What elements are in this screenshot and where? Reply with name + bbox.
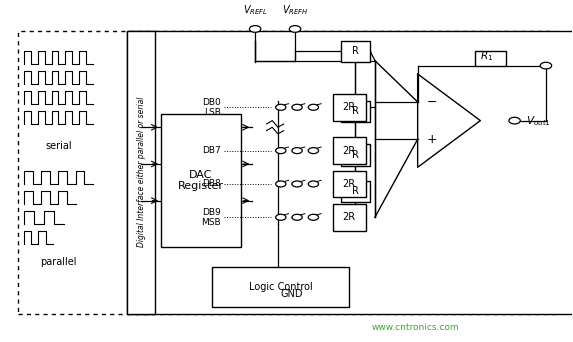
Circle shape — [292, 148, 302, 154]
Text: 2R: 2R — [343, 146, 356, 156]
Text: 2R: 2R — [343, 179, 356, 189]
Bar — [213, 267, 349, 307]
Text: −: − — [426, 95, 437, 108]
Text: +: + — [426, 133, 437, 146]
Text: DB7: DB7 — [202, 146, 221, 155]
Text: www.cntronics.com: www.cntronics.com — [372, 323, 460, 332]
Bar — [474, 51, 506, 66]
Circle shape — [308, 148, 319, 154]
Circle shape — [308, 181, 319, 187]
Text: R: R — [352, 150, 359, 160]
Bar — [332, 171, 366, 197]
Text: GND: GND — [281, 289, 303, 299]
Bar — [341, 144, 370, 166]
Bar — [341, 41, 370, 62]
Bar — [161, 114, 241, 247]
Bar — [18, 31, 555, 314]
Text: R: R — [352, 47, 359, 56]
Text: serial: serial — [45, 141, 72, 150]
Text: $V_{REFH}$: $V_{REFH}$ — [282, 3, 308, 17]
Text: Digital Interface either parallel or serial: Digital Interface either parallel or ser… — [136, 97, 146, 248]
Bar — [341, 181, 370, 202]
Bar — [127, 31, 155, 314]
Circle shape — [540, 62, 552, 69]
Text: $V_{out1}$: $V_{out1}$ — [526, 114, 551, 128]
Circle shape — [276, 104, 286, 110]
Text: R: R — [352, 186, 359, 196]
Circle shape — [292, 104, 302, 110]
Text: Logic Control: Logic Control — [249, 282, 313, 292]
Circle shape — [276, 148, 286, 154]
Text: $V_{REFL}$: $V_{REFL}$ — [242, 3, 268, 17]
Circle shape — [249, 26, 261, 32]
Text: R: R — [352, 106, 359, 117]
Circle shape — [276, 181, 286, 187]
Text: DB0
LSB: DB0 LSB — [202, 97, 221, 117]
Text: DB9
MSB: DB9 MSB — [201, 208, 221, 227]
Bar — [332, 137, 366, 164]
Circle shape — [308, 214, 319, 220]
Bar — [341, 101, 370, 122]
Circle shape — [292, 214, 302, 220]
Text: DB8: DB8 — [202, 180, 221, 188]
Circle shape — [308, 104, 319, 110]
Circle shape — [509, 117, 520, 124]
Text: parallel: parallel — [40, 257, 77, 267]
Bar — [332, 94, 366, 121]
Text: 2R: 2R — [343, 102, 356, 112]
Circle shape — [276, 214, 286, 220]
Text: $R_1$: $R_1$ — [480, 49, 493, 63]
Bar — [127, 31, 573, 314]
Circle shape — [292, 181, 302, 187]
Text: DAC
Register: DAC Register — [178, 170, 224, 192]
Text: 2R: 2R — [343, 212, 356, 222]
Bar — [332, 204, 366, 231]
Circle shape — [289, 26, 301, 32]
